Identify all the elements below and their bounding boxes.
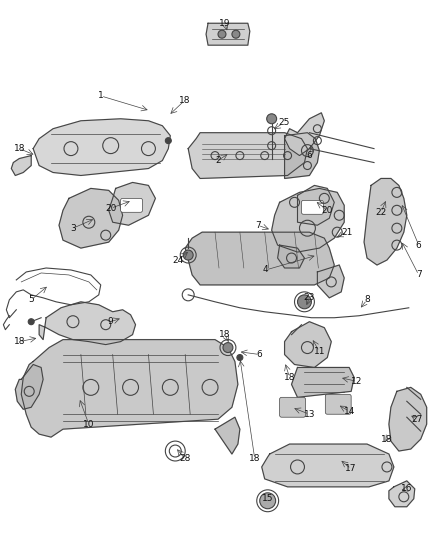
FancyBboxPatch shape (279, 397, 305, 417)
Text: 21: 21 (342, 228, 353, 237)
Polygon shape (389, 481, 415, 507)
Circle shape (165, 138, 171, 144)
Circle shape (260, 493, 276, 508)
Polygon shape (272, 188, 344, 252)
Polygon shape (364, 179, 407, 265)
Text: 24: 24 (173, 255, 184, 264)
Text: 10: 10 (83, 419, 95, 429)
Polygon shape (215, 417, 240, 454)
Text: 8: 8 (364, 295, 370, 304)
Text: 28: 28 (180, 455, 191, 464)
Polygon shape (285, 322, 331, 367)
Circle shape (237, 354, 243, 360)
Polygon shape (15, 365, 43, 409)
Text: 12: 12 (351, 377, 363, 386)
Text: 18: 18 (178, 96, 190, 106)
Text: 18: 18 (14, 337, 25, 346)
Text: 6: 6 (416, 240, 422, 249)
Text: 22: 22 (375, 208, 387, 217)
Text: 6: 6 (307, 151, 312, 160)
Text: 14: 14 (343, 407, 355, 416)
Polygon shape (39, 302, 135, 345)
Polygon shape (278, 245, 304, 268)
Polygon shape (285, 133, 319, 179)
Polygon shape (11, 156, 31, 175)
Polygon shape (285, 113, 324, 156)
Text: 16: 16 (401, 484, 413, 494)
Text: 6: 6 (257, 350, 263, 359)
Circle shape (183, 250, 193, 260)
Polygon shape (262, 444, 394, 487)
Text: 17: 17 (346, 464, 357, 473)
Text: 19: 19 (219, 19, 231, 28)
Circle shape (218, 30, 226, 38)
Text: 20: 20 (321, 206, 333, 215)
Text: 1: 1 (98, 91, 104, 100)
Text: 4: 4 (263, 265, 268, 274)
Text: 5: 5 (28, 295, 34, 304)
Circle shape (28, 319, 34, 325)
Text: 18: 18 (219, 330, 231, 339)
Polygon shape (297, 185, 334, 225)
Polygon shape (109, 182, 155, 225)
Circle shape (297, 295, 311, 309)
Text: 18: 18 (249, 455, 261, 464)
Text: 25: 25 (278, 118, 289, 127)
Text: 7: 7 (416, 270, 422, 279)
Polygon shape (318, 265, 344, 298)
Polygon shape (59, 188, 123, 248)
Text: 18: 18 (381, 434, 393, 443)
Text: 13: 13 (304, 410, 315, 419)
Text: 2: 2 (215, 156, 221, 165)
Polygon shape (188, 133, 307, 179)
Text: 9: 9 (108, 317, 113, 326)
Circle shape (267, 114, 277, 124)
Text: 7: 7 (255, 221, 261, 230)
Polygon shape (206, 23, 250, 45)
Text: 3: 3 (70, 224, 76, 233)
Polygon shape (292, 367, 354, 397)
Text: 27: 27 (411, 415, 422, 424)
Polygon shape (185, 232, 334, 285)
FancyBboxPatch shape (301, 200, 323, 214)
Polygon shape (33, 119, 170, 175)
Text: 23: 23 (304, 293, 315, 302)
Polygon shape (21, 340, 238, 437)
Text: 15: 15 (262, 494, 273, 503)
FancyBboxPatch shape (120, 198, 142, 212)
Polygon shape (389, 387, 427, 451)
Text: 11: 11 (314, 347, 325, 356)
Circle shape (232, 30, 240, 38)
Text: 20: 20 (105, 204, 117, 213)
Text: 18: 18 (14, 144, 25, 153)
Text: 18: 18 (284, 373, 295, 382)
FancyBboxPatch shape (325, 394, 351, 414)
Circle shape (223, 343, 233, 352)
